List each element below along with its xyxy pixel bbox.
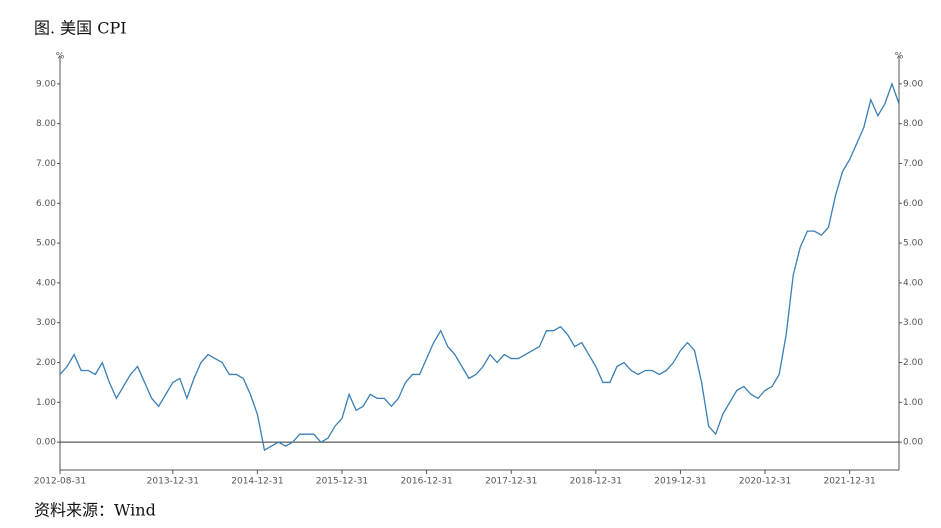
- y-tick-label: 1.00: [36, 398, 56, 408]
- y-tick-label: 7.00: [36, 159, 56, 169]
- source-note: 资料来源：Wind: [34, 501, 156, 520]
- y2-tick-label: 5.00: [903, 239, 923, 249]
- y-tick-label: 2.00: [36, 358, 56, 368]
- y-tick-label: 0.00: [36, 438, 56, 448]
- x-tick-label: 2013-12-31: [147, 477, 199, 487]
- x-tick-label: 2021-12-31: [823, 477, 875, 487]
- x-tick-label: 2019-12-31: [654, 477, 706, 487]
- y-tick-label: 3.00: [36, 318, 56, 328]
- x-tick-label: 2015-12-31: [316, 477, 368, 487]
- y-tick-label: 6.00: [36, 199, 56, 209]
- y2-tick-label: 2.00: [903, 358, 923, 368]
- y-tick-label: 4.00: [36, 278, 56, 288]
- y-tick-label: 8.00: [36, 119, 56, 129]
- y2-tick-label: 7.00: [903, 159, 923, 169]
- chart-title: 图. 美国 CPI: [34, 19, 127, 38]
- x-tick-label: 2018-12-31: [570, 477, 622, 487]
- y2-tick-label: 9.00: [903, 79, 923, 89]
- x-tick-label: 2020-12-31: [739, 477, 791, 487]
- x-tick-label: 2014-12-31: [231, 477, 283, 487]
- y2-tick-label: 6.00: [903, 199, 923, 209]
- y2-tick-label: 0.00: [903, 438, 923, 448]
- series-line: [59, 81, 900, 452]
- y2-tick-label: 4.00: [903, 278, 923, 288]
- x-tick-label: 2012-08-31: [34, 477, 86, 487]
- y-tick-label: 9.00: [36, 79, 56, 89]
- x-tick-label: 2017-12-31: [485, 477, 537, 487]
- y2-tick-label: 8.00: [903, 119, 923, 129]
- x-tick-label: 2016-12-31: [400, 477, 452, 487]
- y2-tick-label: 3.00: [903, 318, 923, 328]
- y2-tick-label: 1.00: [903, 398, 923, 408]
- y-tick-label: 5.00: [36, 239, 56, 249]
